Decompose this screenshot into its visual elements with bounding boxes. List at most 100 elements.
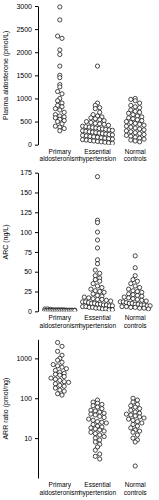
- point: [62, 374, 66, 378]
- category-label: Normalcontrols: [124, 481, 148, 496]
- tick-mark: [35, 75, 38, 76]
- point: [58, 129, 62, 133]
- tick: 3000: [16, 3, 38, 10]
- point: [127, 296, 131, 300]
- point: [142, 416, 146, 420]
- y-axis: 0255075100125150175: [20, 169, 38, 315]
- point: [104, 298, 108, 302]
- point: [133, 121, 137, 125]
- point: [133, 126, 137, 130]
- point: [93, 121, 97, 125]
- category-label: Essentialhypertension: [79, 148, 117, 164]
- point: [93, 440, 97, 444]
- tick: 175: [20, 169, 38, 176]
- point: [95, 405, 99, 409]
- point: [53, 382, 57, 386]
- tick-mark: [35, 173, 38, 174]
- point: [127, 292, 131, 296]
- point: [62, 384, 66, 388]
- tick: 500: [20, 118, 38, 125]
- point: [98, 452, 102, 456]
- point: [138, 429, 142, 433]
- point: [93, 413, 97, 417]
- tick-label: 175: [20, 169, 32, 176]
- tick-label: 100: [20, 229, 32, 236]
- point: [53, 386, 57, 390]
- point: [142, 306, 146, 310]
- point: [98, 433, 102, 437]
- panel: 050010001500200025003000Plasma aldostero…: [2, 3, 147, 163]
- tick-label: 2500: [16, 26, 32, 33]
- point: [124, 412, 128, 416]
- tick: 75: [24, 249, 38, 256]
- point: [129, 138, 133, 142]
- tick-mark: [35, 272, 38, 273]
- point: [89, 120, 93, 124]
- point: [140, 421, 144, 425]
- point: [135, 297, 139, 301]
- point: [55, 119, 59, 123]
- point: [93, 454, 97, 458]
- tick-mark: [35, 145, 38, 146]
- point: [138, 406, 142, 410]
- point: [135, 433, 139, 437]
- tick: 1000: [16, 95, 38, 102]
- axis-title: ARR ratio (pmol/ng): [2, 378, 10, 440]
- point: [58, 52, 62, 56]
- point: [55, 34, 59, 38]
- category-label: Essentialhypertension: [79, 481, 117, 497]
- point: [110, 141, 114, 144]
- point: [91, 418, 95, 422]
- point: [53, 372, 57, 376]
- point: [133, 274, 137, 278]
- point: [129, 404, 133, 408]
- axis-title: Plasma aldosterone (pmol/L): [2, 31, 10, 121]
- point: [124, 304, 128, 308]
- point: [110, 308, 114, 312]
- point: [120, 304, 124, 308]
- point: [58, 85, 62, 89]
- tick-mark: [35, 122, 38, 123]
- point: [102, 434, 106, 438]
- point: [89, 116, 93, 120]
- point: [95, 258, 99, 262]
- tick: 100: [20, 229, 38, 236]
- category-label: Primaryaldosteronism: [40, 314, 80, 329]
- point: [58, 378, 62, 382]
- point: [135, 419, 139, 423]
- tick: 2000: [16, 49, 38, 56]
- tick-mark: [35, 98, 38, 99]
- point: [95, 293, 99, 297]
- point: [55, 340, 59, 344]
- point: [133, 254, 137, 258]
- point: [98, 279, 102, 283]
- point: [144, 299, 148, 303]
- tick-label: 1000: [16, 355, 32, 362]
- point: [142, 123, 146, 127]
- point: [129, 97, 133, 101]
- point: [133, 414, 137, 418]
- point: [138, 122, 142, 126]
- tick-label: 75: [24, 249, 32, 256]
- point: [129, 426, 133, 430]
- point: [95, 246, 99, 250]
- point: [131, 418, 135, 422]
- points: [49, 340, 146, 468]
- point: [127, 287, 131, 291]
- point: [135, 293, 139, 297]
- point: [53, 377, 57, 381]
- points: [43, 175, 152, 312]
- point: [135, 279, 139, 283]
- point: [129, 130, 133, 134]
- point: [100, 285, 104, 289]
- point: [82, 295, 86, 299]
- tick: 25: [24, 288, 38, 295]
- tick-label: 500: [20, 118, 32, 125]
- point: [93, 278, 97, 282]
- point: [95, 419, 99, 423]
- point: [129, 125, 133, 129]
- point: [131, 293, 135, 297]
- point: [138, 131, 142, 135]
- point: [133, 405, 137, 409]
- point: [60, 365, 64, 369]
